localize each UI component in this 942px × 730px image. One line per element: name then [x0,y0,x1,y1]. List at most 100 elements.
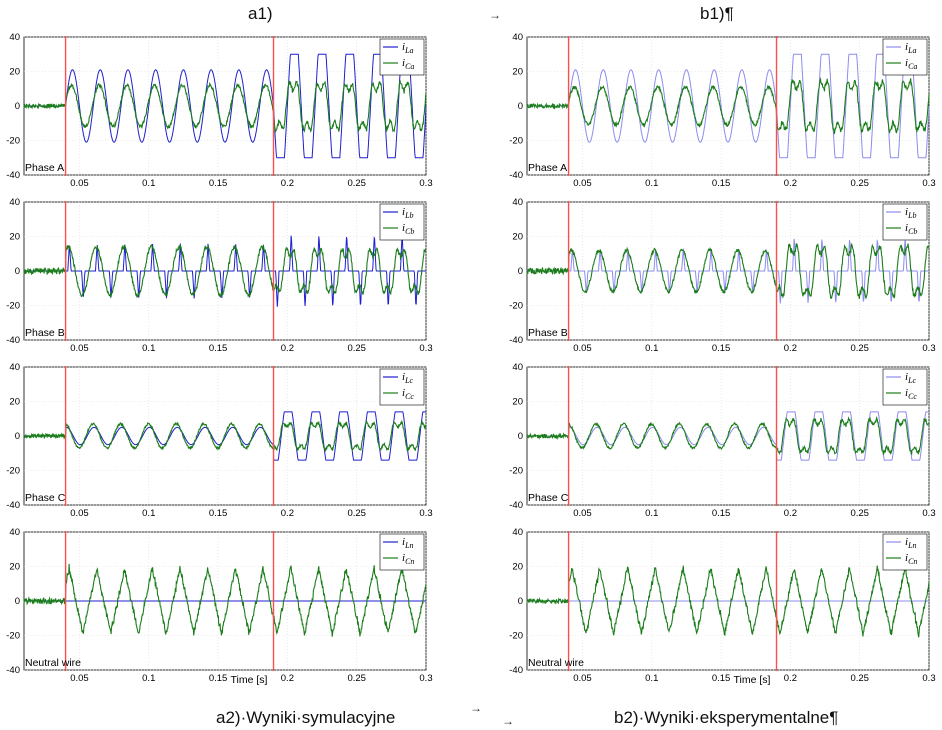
y-tick-label: -40 [6,665,20,676]
legend-box [882,533,928,571]
left-caption: a2)·Wyniki·symulacyjne [216,708,396,727]
legend-box [882,368,928,406]
legend-entry-subscript: Ln [907,541,916,550]
x-tick-label: 0.1 [142,343,155,354]
legend-entry-iLb: iLb [402,206,414,220]
x-tick-label: 0.2 [784,178,797,189]
x-tick-label: 0.1 [645,178,658,189]
x-axis-label: Time [s] [734,674,771,686]
legend-entry-subscript: La [404,46,413,55]
legend-entry-iCn: iCn [905,552,917,566]
legend-entry-main: i [905,222,908,234]
legend-entry-main: i [905,536,908,548]
x-tick-label: 0.15 [712,673,731,684]
legend-entry-subscript: Lb [907,211,916,220]
right-caption: b2)·Wyniki·eksperymentalne¶ [614,708,839,727]
y-tick-label: -20 [509,631,523,642]
series-line-iCn [526,565,930,638]
y-tick-label: 0 [518,101,523,112]
y-tick-label: 40 [9,527,20,538]
y-tick-label: 40 [9,32,20,43]
x-tick-label: 0.3 [922,178,935,189]
x-tick-label: 0.3 [922,508,935,519]
x-tick-label: 0.25 [347,343,366,354]
panel-label: Phase A [528,162,567,174]
y-tick-label: 20 [9,562,20,573]
panel-label: Phase B [25,327,65,339]
legend-entry-main: i [905,41,908,53]
x-tick-label: 0.05 [573,178,592,189]
legend-entry-main: i [402,387,405,399]
x-tick-label: 0.05 [573,508,592,519]
panel-label: Phase A [25,162,64,174]
series-line-iCb [526,242,930,300]
legend-entry-subscript: Cc [908,392,917,401]
series-line-iLc [527,411,929,461]
x-tick-label: 0.15 [209,178,228,189]
legend-entry-iLn: iLn [402,536,414,550]
y-tick-label: -40 [6,170,20,181]
series-line-iCb [23,244,427,299]
x-tick-label: 0.05 [70,673,89,684]
legend-box [379,533,425,571]
legend-entry-iLa: iLa [905,41,917,55]
y-tick-label: 0 [15,266,20,277]
y-tick-label: 20 [512,397,523,408]
x-tick-label: 0.25 [850,178,869,189]
legend-entry-main: i [402,536,405,548]
legend-entry-iCa: iCa [402,57,414,71]
y-tick-label: 40 [512,362,523,373]
legend-entry-main: i [402,41,405,53]
legend-entry-iLn: iLn [905,536,917,550]
y-tick-label: 20 [9,67,20,78]
y-tick-label: -20 [509,466,523,477]
panel-label: Neutral wire [528,657,584,669]
legend-entry-subscript: Lb [404,211,413,220]
legend-entry-subscript: Cn [405,557,414,566]
x-tick-label: 0.1 [645,508,658,519]
x-tick-label: 0.1 [142,673,155,684]
legend-entry-subscript: Lc [404,376,413,385]
series-line-iLb [527,238,929,304]
legend-entry-main: i [905,387,908,399]
x-tick-label: 0.3 [419,508,432,519]
legend-entry-main: i [402,206,405,218]
right-column-title: b1)¶ [700,4,734,23]
legend-entry-iLc: iLc [905,371,917,385]
legend-entry-subscript: Ca [908,62,917,71]
x-tick-label: 0.05 [70,178,89,189]
series-line-iLc [24,411,426,461]
legend-entry-subscript: Cb [405,227,414,236]
x-tick-label: 0.2 [784,508,797,519]
x-tick-label: 0.25 [347,508,366,519]
x-tick-label: 0.15 [209,673,228,684]
y-tick-label: -40 [509,335,523,346]
y-tick-label: 20 [512,562,523,573]
legend-entry-main: i [402,57,405,69]
legend-entry-iCb: iCb [905,222,917,236]
panel-label: Neutral wire [25,657,81,669]
y-tick-label: 20 [512,232,523,243]
x-tick-label: 0.05 [70,343,89,354]
series-line-iCa [526,76,930,135]
legend-entry-main: i [905,57,908,69]
panel-label: Phase B [528,327,568,339]
legend-entry-main: i [402,222,405,234]
x-tick-label: 0.15 [209,343,228,354]
series-line-iLa [527,53,930,159]
y-tick-label: 40 [512,197,523,208]
legend-entry-iCc: iCc [905,387,917,401]
x-tick-label: 0.3 [419,343,432,354]
y-tick-label: -40 [509,500,523,511]
y-tick-label: -40 [509,170,523,181]
legend-entry-main: i [905,206,908,218]
x-tick-label: 0.25 [850,343,869,354]
x-tick-label: 0.2 [281,343,294,354]
x-tick-label: 0.05 [573,343,592,354]
panel-label: Phase C [528,492,569,504]
